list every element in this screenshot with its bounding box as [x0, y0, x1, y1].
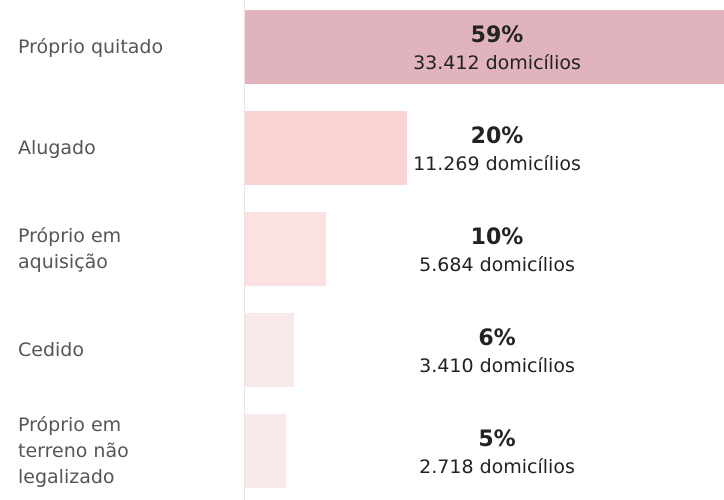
household-label: 3.410 domicílios — [419, 355, 575, 377]
value-label-group: 10% 5.684 domicílios — [370, 224, 624, 278]
value-label: 59% — [470, 23, 524, 48]
value-label-group: 6% 3.410 domicílios — [370, 325, 624, 379]
household-label: 33.412 domicílios — [413, 52, 581, 74]
bar — [245, 212, 327, 286]
value-label: 6% — [478, 326, 516, 351]
category-label: Próprio quitado — [18, 36, 164, 58]
bar — [245, 313, 294, 387]
bar — [245, 111, 408, 185]
category-label: Próprio em aquisição — [18, 225, 122, 273]
category-label: Alugado — [18, 137, 96, 159]
value-label-group: 20% 11.269 domicílios — [370, 123, 624, 177]
value-label: 5% — [478, 427, 516, 452]
category-label: Próprio em terreno não legalizado — [18, 414, 129, 488]
household-label: 2.718 domicílios — [419, 456, 575, 478]
bar — [245, 10, 724, 84]
value-label: 10% — [470, 225, 524, 250]
category-label: Cedido — [18, 339, 84, 361]
value-label: 20% — [470, 124, 524, 149]
bar — [245, 414, 286, 488]
axis-line — [244, 0, 245, 500]
value-label-group: 5% 2.718 domicílios — [370, 426, 624, 480]
household-label: 11.269 domicílios — [413, 153, 581, 175]
household-label: 5.684 domicílios — [419, 254, 575, 276]
value-label-group: 59% 33.412 domicílios — [370, 22, 624, 76]
